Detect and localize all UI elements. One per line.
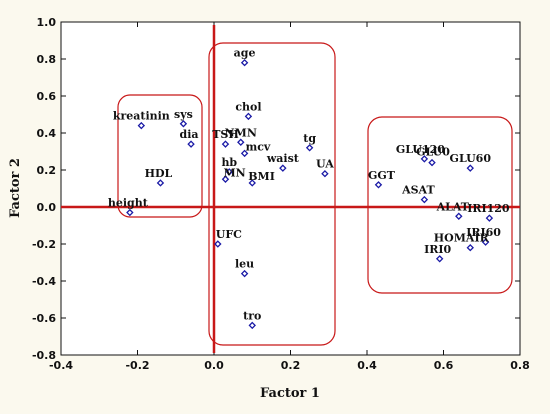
point-iri120 — [485, 214, 494, 222]
x-tick-label: 0.0 — [204, 359, 224, 372]
point-label-glu0: GLU0 — [416, 146, 450, 159]
point-tg — [305, 144, 314, 152]
point-label-height: height — [108, 197, 149, 210]
point-label-sys: sys — [174, 108, 193, 121]
point-chol — [244, 112, 253, 121]
point-height — [126, 208, 134, 217]
cluster-outlines-layer — [117, 42, 513, 346]
cluster-middle-outline — [208, 42, 336, 346]
point-label-homair: HOMAIR — [434, 232, 490, 245]
y-axis-title: Factor 2 — [8, 158, 23, 218]
point-label-tsh: TSH — [212, 128, 239, 141]
point-label-mn: MN — [223, 166, 245, 179]
point-label-glu120: GLU120 — [396, 143, 445, 156]
point-label-glu60: GLU60 — [450, 152, 492, 165]
point-waist — [279, 164, 287, 172]
point-glu120 — [420, 155, 429, 163]
point-label-tg: tg — [303, 132, 316, 145]
point-glu60 — [466, 164, 474, 172]
point-alat — [455, 212, 463, 220]
y-tick-label: 0.8 — [37, 53, 57, 66]
point-homair — [466, 243, 474, 252]
point-label-iri120: IRI120 — [467, 202, 510, 215]
point-nmn — [237, 138, 245, 146]
point-hdl — [156, 179, 165, 187]
y-tick-label: 0.4 — [37, 127, 57, 140]
point-label-chol: chol — [235, 100, 261, 113]
zero-lines-layer — [61, 25, 520, 353]
point-age — [240, 58, 249, 67]
x-tick-label: -0.2 — [125, 359, 149, 372]
point-mcv — [240, 149, 249, 158]
point-label-mcv: mcv — [246, 140, 271, 153]
point-label-ua: UA — [316, 158, 334, 171]
point-glu0 — [428, 158, 436, 167]
point-bmi — [248, 179, 256, 187]
point-label-hdl: HDL — [145, 167, 173, 180]
plot-area — [60, 21, 521, 356]
y-tick-label: -0.6 — [32, 312, 56, 325]
point-asat — [420, 195, 429, 204]
cluster-left-outline — [117, 94, 203, 218]
point-mn — [221, 175, 230, 183]
y-tick-label: -0.8 — [32, 349, 56, 362]
point-tro — [248, 321, 256, 330]
point-label-iri60: IRI60 — [466, 226, 501, 239]
point-label-ggt: GGT — [368, 169, 396, 182]
point-iri60 — [481, 238, 490, 246]
point-label-iri0: IRI0 — [424, 243, 451, 256]
cluster-right-outline — [367, 116, 513, 294]
point-label-alat: ALAT — [436, 200, 470, 213]
point-tsh — [221, 140, 230, 148]
point-ua — [321, 169, 329, 178]
point-hb — [225, 168, 234, 176]
point-label-asat: ASAT — [401, 184, 435, 197]
x-axis-title: Factor 1 — [260, 386, 320, 401]
x-tick-label: 0.4 — [357, 359, 377, 372]
y-tick-label: -0.2 — [32, 238, 56, 251]
point-leu — [240, 269, 249, 278]
y-tick-label: 0.6 — [37, 90, 57, 103]
point-label-waist: waist — [266, 152, 300, 165]
x-tick-label: 0.2 — [281, 359, 301, 372]
point-label-ufc: UFC — [216, 228, 242, 241]
x-tick-label: 0.8 — [510, 359, 530, 372]
point-ggt — [374, 181, 383, 189]
point-label-hb: hb — [221, 156, 237, 169]
point-label-bmi: BMI — [248, 170, 275, 183]
y-tick-label: 0.0 — [37, 201, 57, 214]
ticks-layer: -0.4 -0.2 0.0 0.2 0.4 0.6 0.8 -0.8 -0.6 -0.4 -0.2 0… — [32, 16, 530, 372]
point-sys — [179, 120, 188, 128]
point-label-dia: dia — [180, 128, 199, 141]
y-tick-label: 0.2 — [37, 164, 57, 177]
point-dia — [187, 140, 195, 148]
point-label-age: age — [234, 47, 256, 60]
y-tick-label: -0.4 — [32, 275, 56, 288]
point-label-tro: tro — [243, 309, 261, 322]
x-tick-label: -0.4 — [49, 359, 73, 372]
point-label-nmn: NMN — [225, 126, 257, 139]
point-kreatinin — [137, 121, 146, 130]
point-label-kreatinin: kreatinin — [113, 110, 170, 123]
x-tick-label: 0.6 — [434, 359, 454, 372]
point-label-leu: leu — [235, 258, 254, 271]
y-tick-label: 1.0 — [37, 16, 57, 29]
point-iri0 — [435, 255, 444, 263]
point-ufc — [214, 240, 222, 248]
